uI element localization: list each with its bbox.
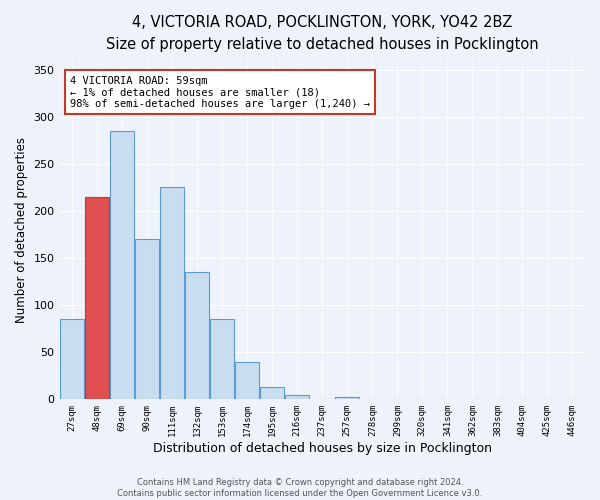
Bar bbox=[110, 131, 134, 400]
Bar bbox=[160, 188, 184, 400]
Bar bbox=[235, 362, 259, 400]
Y-axis label: Number of detached properties: Number of detached properties bbox=[15, 137, 28, 323]
Bar bbox=[210, 320, 234, 400]
Title: 4, VICTORIA ROAD, POCKLINGTON, YORK, YO42 2BZ
Size of property relative to detac: 4, VICTORIA ROAD, POCKLINGTON, YORK, YO4… bbox=[106, 15, 539, 52]
Bar bbox=[286, 394, 309, 400]
Text: Contains HM Land Registry data © Crown copyright and database right 2024.
Contai: Contains HM Land Registry data © Crown c… bbox=[118, 478, 482, 498]
X-axis label: Distribution of detached houses by size in Pocklington: Distribution of detached houses by size … bbox=[153, 442, 492, 455]
Bar bbox=[260, 387, 284, 400]
Bar bbox=[185, 272, 209, 400]
Bar bbox=[60, 320, 84, 400]
Bar bbox=[85, 197, 109, 400]
Bar bbox=[135, 239, 159, 400]
Text: 4 VICTORIA ROAD: 59sqm
← 1% of detached houses are smaller (18)
98% of semi-deta: 4 VICTORIA ROAD: 59sqm ← 1% of detached … bbox=[70, 76, 370, 109]
Bar bbox=[335, 396, 359, 400]
